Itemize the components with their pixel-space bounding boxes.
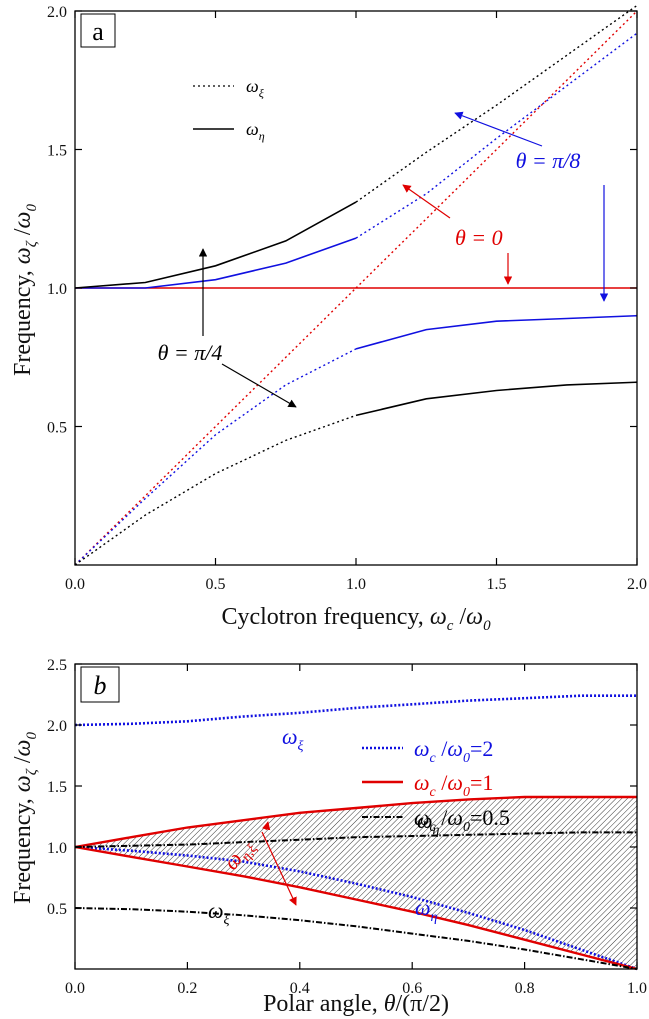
y-tick-label: 1.0 — [47, 840, 67, 857]
panel-a-ylabel: Frequency, ωζ /ω0 — [10, 204, 40, 376]
y-tick-label: 0.5 — [47, 420, 67, 437]
y-tick-label: 1.0 — [47, 281, 67, 298]
arrow-b-eta-xi-up — [262, 821, 271, 831]
curve-lower-dotted — [74, 287, 357, 566]
panel-a-ticks: 0.0 0.5 1.0 1.5 2.0 0.5 1.0 1.5 2.0 — [47, 4, 647, 593]
x-tick-label: 0.8 — [515, 980, 535, 997]
x-tick-label: 0.4 — [290, 980, 310, 997]
arrow-theta-pi4-down — [221, 363, 297, 408]
panel-b-ticks: 0.0 0.2 0.4 0.6 0.8 1.0 0.5 1.0 1.5 2.0 2.5 — [47, 657, 647, 997]
y-tick-label: 2.0 — [47, 718, 67, 735]
curve-upper-dotted — [355, 32, 638, 239]
panel-b-curves — [74, 694, 638, 971]
x-tick-label: 0.0 — [65, 980, 85, 997]
arrow-b-eta-xi-down — [261, 831, 297, 906]
panel-a-curves — [74, 4, 638, 566]
x-tick-label: 1.5 — [487, 576, 507, 593]
curve-lower-dotted — [74, 348, 357, 566]
curve-lower — [74, 907, 638, 970]
x-tick-label: 1.0 — [627, 980, 647, 997]
curve-lower-dotted — [74, 414, 357, 566]
panel-b-xlabel: Polar angle, θ/(π/2) — [263, 991, 449, 1017]
curve-upper — [74, 694, 637, 727]
x-tick-label: 0.6 — [402, 980, 422, 997]
panel-a-annotations: θ = 0 θ = π/8 θ = π/4 — [158, 111, 609, 408]
legend-label-wc2: ωc /ω0=2 — [414, 736, 493, 766]
panel-b-label: b — [94, 671, 107, 700]
annotation-theta-pi8: θ = π/8 — [516, 148, 581, 173]
panel-b-frame — [74, 663, 638, 970]
x-tick-label: 1.0 — [346, 576, 366, 593]
curve-lower-solid — [355, 314, 638, 350]
panel-b: 0.0 0.2 0.4 0.6 0.8 1.0 0.5 1.0 1.5 2.0 2.5 b ωc /… — [10, 657, 647, 1017]
annotation-b-omega-xi-black: ωξ — [208, 898, 230, 928]
curve-upper-solid — [75, 237, 357, 289]
legend-label-omega-xi: ωξ — [246, 76, 265, 100]
panel-a-xlabel: Cyclotron frequency, ωc /ω0 — [221, 604, 491, 634]
hatched-region — [75, 797, 637, 969]
panel-b-ylabel: Frequency, ωζ /ω0 — [10, 732, 40, 904]
x-tick-label: 0.5 — [206, 576, 226, 593]
curve-lower-solid — [355, 381, 638, 417]
arrow-theta-0-up — [402, 184, 451, 219]
annotation-b-omega-xi-blue: ωξ — [282, 724, 304, 754]
panel-a: 0.0 0.5 1.0 1.5 2.0 0.5 1.0 1.5 2.0 a ωξ ωη θ = … — [10, 4, 647, 634]
x-tick-label: 0.2 — [177, 980, 197, 997]
x-tick-label: 0.0 — [65, 576, 85, 593]
legend-label-wc1: ωc /ω0=1 — [414, 770, 493, 800]
arrow-theta-pi8-up — [454, 111, 543, 147]
panel-b-legend: ωc /ω0=2 ωc /ω0=1 ωc /ω0=0.5 — [362, 736, 510, 835]
curve-lower — [74, 845, 638, 971]
panel-a-label: a — [92, 17, 104, 46]
annotation-theta-pi4: θ = π/4 — [158, 340, 223, 365]
y-tick-label: 2.5 — [47, 657, 67, 674]
x-tick-label: 2.0 — [627, 576, 647, 593]
curve-lower — [74, 845, 638, 971]
legend-label-wc05: ωc /ω0=0.5 — [414, 805, 510, 835]
panel-a-label-box — [80, 13, 116, 48]
curve-upper — [74, 795, 637, 849]
y-tick-label: 0.5 — [47, 901, 67, 918]
panel-b-label-box — [80, 666, 120, 703]
curve-upper-dotted — [355, 4, 638, 203]
y-tick-label: 1.5 — [47, 143, 67, 160]
curve-upper-solid — [74, 201, 357, 289]
y-tick-label: 2.0 — [47, 4, 67, 21]
panel-a-legend: ωξ ωη — [193, 76, 265, 143]
legend-label-omega-eta: ωη — [246, 119, 265, 143]
annotation-theta-0: θ = 0 — [455, 225, 503, 250]
curve-upper — [74, 831, 637, 848]
curve-upper-dotted — [355, 10, 638, 289]
y-tick-label: 1.5 — [47, 779, 67, 796]
